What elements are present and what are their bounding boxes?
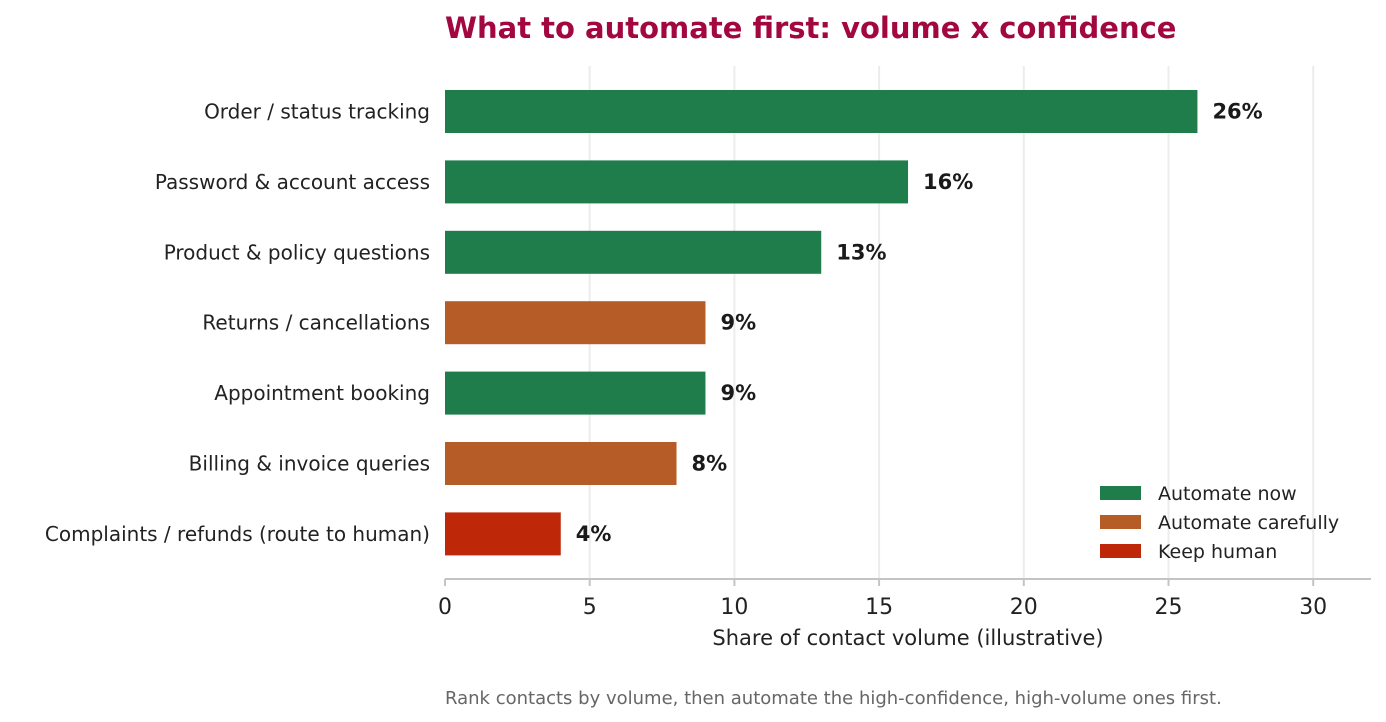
bar [445, 90, 1198, 133]
category-label: Appointment booking [214, 381, 430, 405]
data-label: 4% [576, 522, 612, 546]
x-tick-label: 30 [1299, 595, 1327, 620]
bar [445, 301, 706, 345]
category-label: Password & account access [155, 170, 430, 194]
category-label: Order / status tracking [204, 100, 430, 124]
legend-label: Automate now [1158, 483, 1297, 505]
legend-label: Keep human [1158, 541, 1277, 563]
legend-swatch [1100, 544, 1141, 558]
x-tick-label: 20 [1010, 595, 1038, 620]
bar [445, 512, 561, 556]
x-axis: 0 5 10 15 20 25 30 [438, 578, 1371, 620]
chart-title: What to automate first: volume x confide… [445, 11, 1176, 45]
data-label: 9% [720, 311, 756, 335]
bar [445, 442, 677, 485]
category-label: Complaints / refunds (route to human) [45, 522, 430, 546]
x-tick-label: 10 [720, 595, 748, 620]
grid-lines [588, 66, 1315, 579]
x-tick-label: 25 [1155, 595, 1183, 620]
data-label: 8% [692, 452, 728, 476]
data-label: 13% [836, 240, 886, 264]
x-axis-label: Share of contact volume (illustrative) [712, 626, 1103, 650]
legend-swatch [1100, 515, 1141, 529]
x-tick-label: 5 [583, 595, 597, 620]
legend-label: Automate carefully [1158, 512, 1339, 534]
data-label: 26% [1212, 100, 1262, 124]
legend: Automate now Automate carefully Keep human [1100, 483, 1339, 563]
bar [445, 230, 822, 274]
category-label: Product & policy questions [164, 240, 430, 264]
data-label: 9% [720, 381, 756, 405]
bar [445, 371, 706, 415]
data-label: 16% [923, 170, 973, 194]
x-tick-label: 0 [438, 595, 452, 620]
footnote: Rank contacts by volume, then automate t… [445, 688, 1222, 709]
bar [445, 160, 909, 204]
category-label: Returns / cancellations [202, 311, 430, 335]
bars: Order / status tracking 26% Password & acc… [45, 90, 1263, 556]
category-label: Billing & invoice queries [189, 452, 430, 476]
x-tick-label: 15 [865, 595, 893, 620]
legend-swatch [1100, 486, 1141, 500]
